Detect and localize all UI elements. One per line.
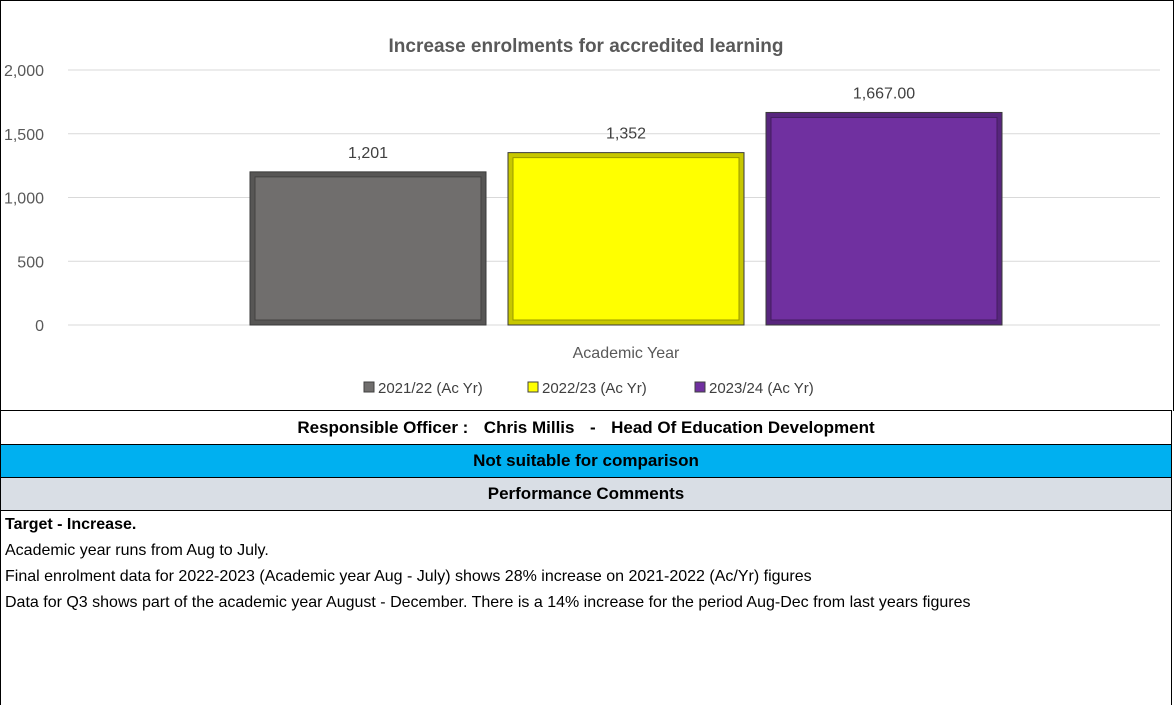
officer-role: Head Of Education Development	[611, 418, 875, 437]
officer-name: Chris Millis	[483, 418, 575, 437]
y-tick-label: 500	[17, 254, 44, 271]
y-tick-label: 1,500	[4, 127, 44, 144]
data-label: 1,667.00	[853, 85, 915, 102]
officer-prefix: Responsible Officer :	[297, 418, 469, 437]
data-label: 1,352	[606, 126, 646, 143]
legend-swatch	[363, 381, 375, 393]
y-tick-label: 1,000	[4, 191, 44, 208]
comparison-status-band: Not suitable for comparison	[0, 445, 1172, 478]
x-axis-label: Academic Year	[573, 345, 680, 362]
comments-heading: Target - Increase.	[5, 516, 137, 533]
legend-swatch	[527, 381, 539, 393]
legend-label: 2023/24 (Ac Yr)	[709, 380, 814, 397]
y-tick-label: 2,000	[4, 63, 44, 80]
bar-face-2	[512, 157, 740, 321]
enrolment-bar-chart: 0 500 1,000 1,500 2,000 Increase enrolments f…	[4, 36, 1160, 397]
officer-separator: -	[589, 418, 596, 437]
legend-swatch	[694, 381, 706, 393]
responsible-officer-band: Responsible Officer : Chris Millis - Hea…	[0, 410, 1172, 445]
y-tick-label: 0	[35, 318, 44, 335]
data-label: 1,201	[348, 145, 388, 162]
legend-label: 2022/23 (Ac Yr)	[542, 380, 647, 397]
bar-face-1	[254, 176, 482, 321]
comment-line: Data for Q3 shows part of the academic y…	[5, 594, 971, 611]
chart-title: Increase enrolments for accredited learn…	[389, 36, 784, 57]
legend-label: 2021/22 (Ac Yr)	[378, 380, 483, 397]
comment-line: Academic year runs from Aug to July.	[5, 542, 269, 559]
bar-face-3	[770, 116, 998, 321]
performance-comments: Target - Increase. Academic year runs fr…	[0, 511, 1172, 705]
performance-comments-header: Performance Comments	[0, 478, 1172, 511]
comment-line: Final enrolment data for 2022-2023 (Acad…	[5, 568, 812, 585]
